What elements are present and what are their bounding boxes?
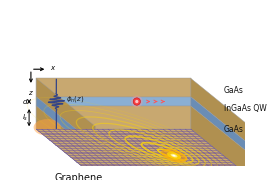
Polygon shape <box>36 106 96 177</box>
Circle shape <box>135 100 139 103</box>
Text: $\phi_n(z)$: $\phi_n(z)$ <box>66 94 85 104</box>
Circle shape <box>131 96 143 107</box>
Polygon shape <box>36 78 96 145</box>
Text: GaAs: GaAs <box>224 125 244 134</box>
Polygon shape <box>191 97 250 154</box>
Polygon shape <box>36 129 250 177</box>
Text: $l_s$: $l_s$ <box>22 112 28 123</box>
Text: InGaAs QW: InGaAs QW <box>224 104 267 113</box>
Polygon shape <box>36 97 96 154</box>
Polygon shape <box>191 106 250 177</box>
Polygon shape <box>36 78 191 97</box>
Ellipse shape <box>34 119 61 136</box>
Text: $d$: $d$ <box>22 97 28 106</box>
Circle shape <box>133 98 140 105</box>
Ellipse shape <box>172 155 176 157</box>
Polygon shape <box>36 97 191 106</box>
Text: $x$: $x$ <box>50 64 56 72</box>
Polygon shape <box>191 78 250 145</box>
Polygon shape <box>36 106 191 129</box>
Text: Graphene: Graphene <box>55 173 103 180</box>
Ellipse shape <box>161 149 187 163</box>
Text: $z$: $z$ <box>28 89 34 97</box>
Ellipse shape <box>167 152 181 159</box>
Text: GaAs: GaAs <box>224 86 244 94</box>
Ellipse shape <box>170 154 177 158</box>
